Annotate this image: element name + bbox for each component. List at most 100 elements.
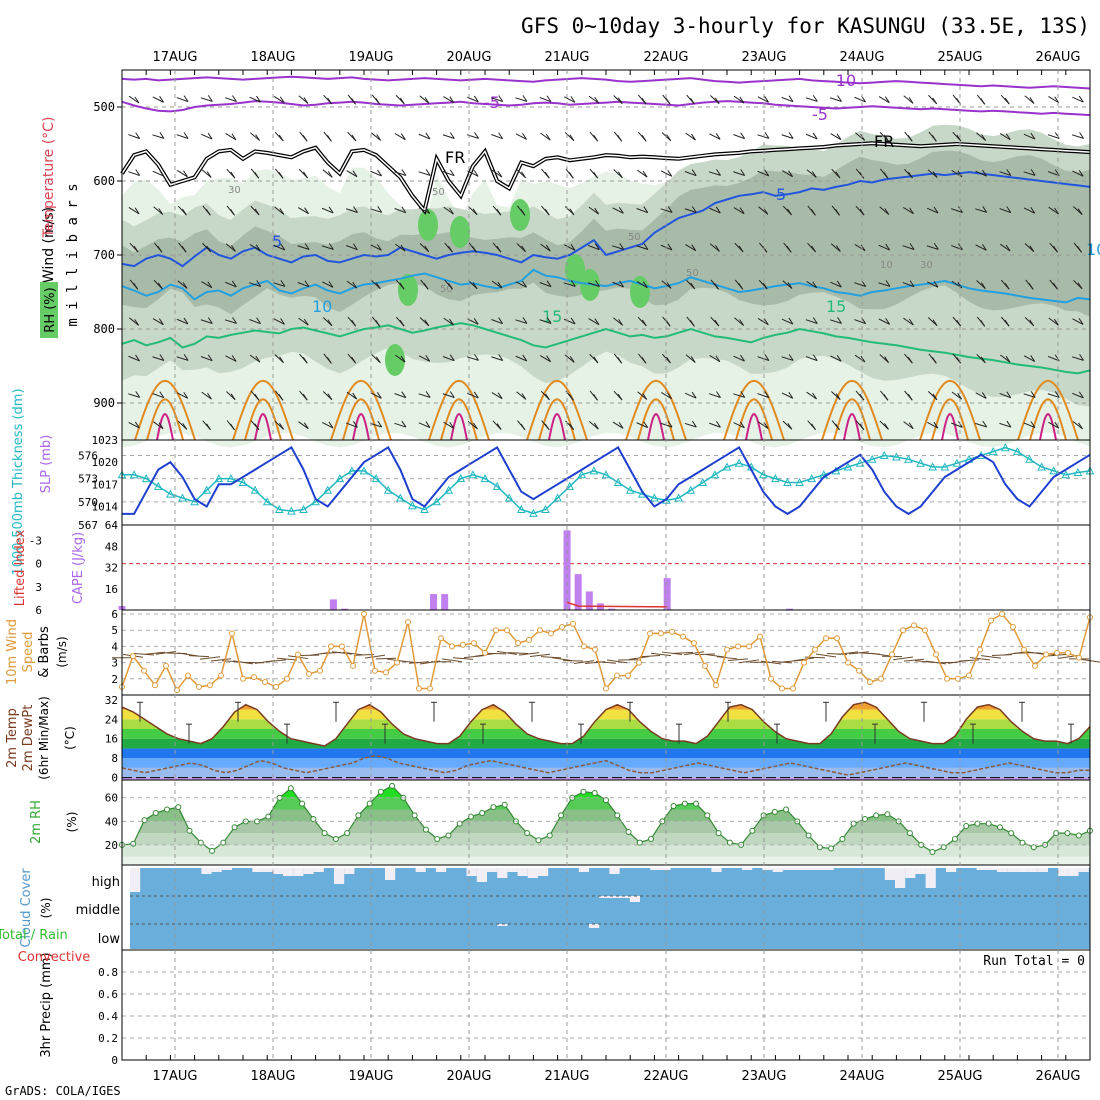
wind-barb-flag [183, 132, 189, 139]
wind-barb-flag [764, 354, 770, 361]
rh2m-point [164, 806, 171, 813]
wind-barb-flag [449, 169, 455, 176]
cloud-gap [609, 896, 620, 898]
wind-barb-flag [715, 355, 721, 363]
contour-plus10 [121, 268, 1091, 304]
wind-speed-point [328, 643, 334, 650]
wind-barb-flag [254, 208, 260, 216]
wind-barb [927, 169, 938, 178]
temp-side-labels: 2m Temp 2m DewPt (6hr Min/Max) (°C) [5, 696, 77, 780]
wind-barb-flag [740, 354, 745, 362]
contour-warm-arch [548, 413, 566, 441]
contour-warm-arch [1017, 379, 1079, 441]
wind-barb-flag [304, 243, 310, 250]
wind-speed-point [581, 643, 587, 650]
wind-barb-flag [474, 354, 479, 361]
cloud-gap [497, 924, 508, 926]
thickness-point [311, 497, 320, 506]
wind-barb [613, 317, 623, 326]
wind-barb-flag [908, 422, 914, 430]
slp-side-labels: SLP (mb) 1000-500mb Thickness (dm) [11, 388, 54, 575]
thickness-point [892, 452, 901, 461]
wind-speed-point [383, 669, 389, 676]
wind-barb [806, 281, 817, 289]
wind-barb [612, 207, 624, 214]
surface-wind-barb [496, 650, 518, 655]
wind-barb [661, 392, 672, 400]
wind-barb-flag [1030, 206, 1036, 214]
contour-warm-arch [931, 398, 969, 441]
thickness-line [122, 446, 1091, 515]
cloud-gap [211, 868, 222, 872]
wind-barb [685, 354, 696, 363]
temp2m-axis-label: 2m Temp [5, 708, 20, 768]
surface-wind-barb [199, 656, 221, 660]
thickness-point [698, 477, 708, 486]
cloud-gap [762, 868, 773, 870]
precip-tick-label: 0.2 [98, 1032, 118, 1045]
precip-tick-label: 0.8 [98, 966, 118, 979]
contour-label: 10 [312, 297, 332, 316]
wind-barb-flag [665, 98, 671, 105]
cloud-gap [925, 868, 936, 888]
wind-barb-flag [401, 420, 407, 428]
wind-barb-flag [643, 421, 649, 428]
wind-barb-flag [134, 207, 140, 215]
wind-barb [346, 170, 358, 178]
rh2m-point [929, 849, 936, 856]
wind-barb-flag [183, 392, 189, 399]
contour-plus15 [121, 322, 1091, 375]
wind-barb-flag [353, 421, 358, 428]
wind-speed-point [339, 643, 345, 650]
wind-barb-flag [1005, 355, 1011, 363]
thickness-point [1013, 447, 1022, 456]
wind-speed-point [779, 685, 785, 692]
rh2m-point [963, 823, 970, 830]
rh2m-panel: 20 40 60 2m RH (%) [29, 782, 1093, 865]
wind-barb-flag [1005, 133, 1011, 141]
wind-barb [177, 280, 188, 289]
wind-barb [733, 207, 745, 215]
thickness-point [178, 493, 187, 502]
wind-barb-flag [982, 420, 988, 428]
wind-barb [1048, 317, 1059, 326]
cloud-gap [466, 868, 477, 876]
wind-barb [370, 170, 382, 177]
wind-barb [442, 134, 455, 139]
wind-barb-flag [956, 356, 962, 364]
wind-speed-point [372, 667, 378, 674]
rh2m-point [1075, 832, 1082, 839]
wind-speed-point [625, 672, 631, 679]
wind-barb-flag [230, 393, 236, 401]
wind-barb-flag [835, 171, 841, 179]
date-label-top: 22AUG [643, 50, 688, 65]
wind-barb [274, 206, 285, 215]
wind-barb-flag [399, 319, 405, 327]
wind-barb [879, 206, 890, 215]
wind-barb [733, 422, 745, 429]
cloud-gap [986, 868, 997, 870]
rh2m-point [861, 815, 868, 822]
wind-barb [225, 281, 237, 288]
wind-barb-flag [569, 134, 575, 142]
wind-barb [733, 134, 745, 140]
wind-barb-flag [1005, 244, 1011, 252]
wind-barb-flag [207, 281, 213, 288]
wind-barb-flag [376, 244, 382, 251]
wind-barb [757, 96, 769, 103]
cloud-gap [538, 868, 549, 876]
wind-barb-flag [1053, 318, 1059, 326]
wind-barb-flag [957, 281, 963, 289]
rh2m-point [693, 800, 700, 807]
temperature-axis-label: Temperature (°C) [41, 117, 57, 239]
wind10m-axis-label: 10m Wind [5, 619, 20, 685]
wind-barb-flag [738, 245, 744, 253]
rh2m-point [591, 789, 598, 796]
wind-barb-flag [1053, 245, 1058, 253]
cloud-fill [130, 868, 1090, 949]
surface-wind-barb [232, 660, 254, 665]
wind-barb [467, 392, 479, 399]
pressure-tick-label: 800 [93, 322, 115, 336]
wind-barb [878, 318, 890, 325]
li-tick-label: -3 [29, 534, 42, 547]
